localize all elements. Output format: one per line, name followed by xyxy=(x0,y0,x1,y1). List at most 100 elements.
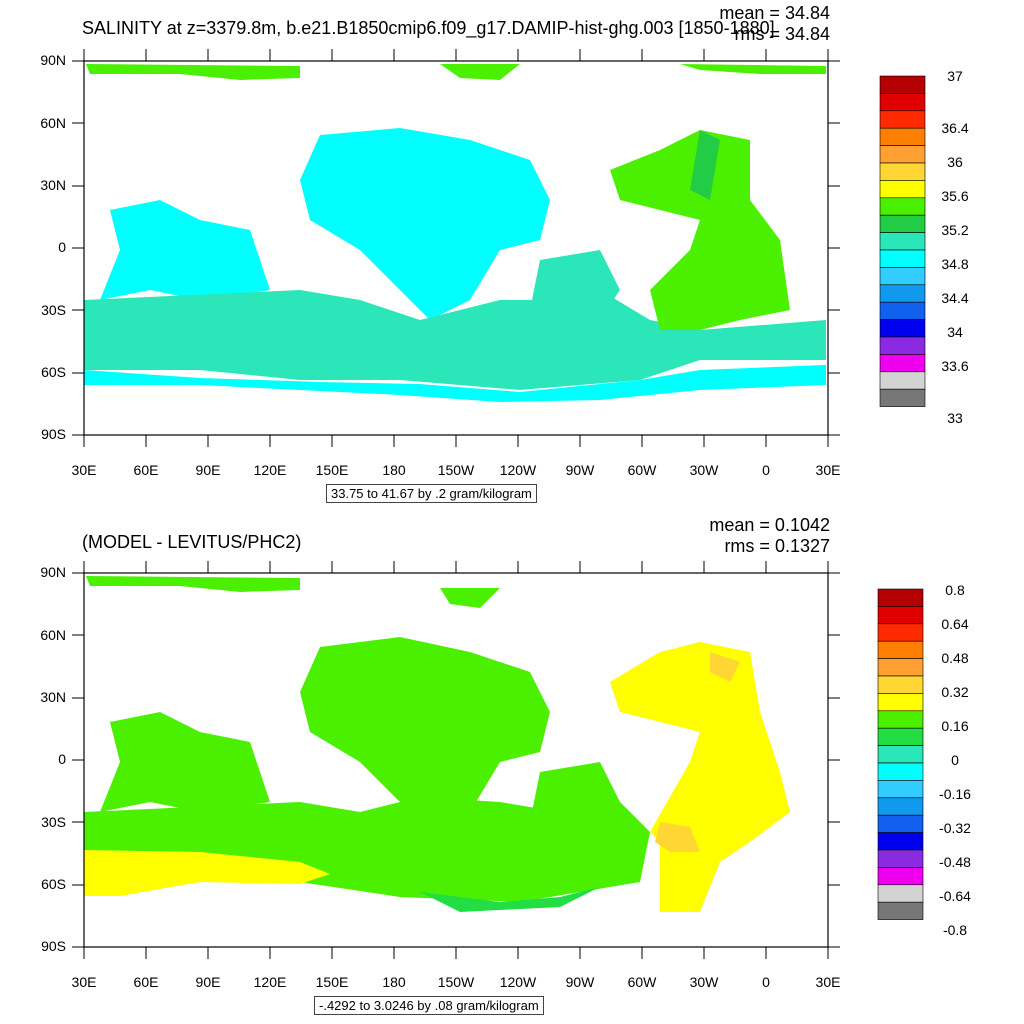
difference-map xyxy=(72,561,924,959)
colorbar-label: 35.2 xyxy=(941,222,969,238)
lat-tick-label: 90S xyxy=(41,938,66,954)
colorbar-swatch xyxy=(877,588,924,607)
colorbar-label: 36.4 xyxy=(941,120,969,136)
lon-tick-label: 60W xyxy=(627,974,657,990)
colorbar-label: 37 xyxy=(947,68,963,84)
salinity-rms: rms = 34.84 xyxy=(734,24,830,44)
lat-tick-label: 30S xyxy=(41,814,66,830)
colorbar-swatch xyxy=(877,623,924,642)
colorbar-swatch xyxy=(879,319,926,338)
contour-info-box: -.4292 to 3.0246 by .08 gram/kilogram xyxy=(314,996,544,1015)
colorbar-swatch xyxy=(877,640,924,659)
colorbar-label: -0.64 xyxy=(939,888,971,904)
colorbar-swatch xyxy=(877,745,924,764)
lon-tick-label: 90E xyxy=(195,462,221,478)
colorbar-swatch xyxy=(879,267,926,286)
lon-tick-label: 150W xyxy=(437,974,475,990)
lat-tick-label: 60S xyxy=(41,876,66,892)
colorbar-swatch xyxy=(879,371,926,390)
lon-tick-label: 30E xyxy=(815,974,841,990)
lon-ticks xyxy=(83,561,829,959)
lon-tick-label: 90E xyxy=(195,974,221,990)
colorbar-swatch xyxy=(879,249,926,268)
lon-tick-label: 180 xyxy=(382,462,406,478)
colorbar-label: -0.48 xyxy=(939,854,971,870)
lon-tick-label: 120W xyxy=(499,974,537,990)
lat-tick-label: 30N xyxy=(40,177,66,193)
lon-tick-label: 0 xyxy=(762,974,770,990)
colorbar-label: -0.8 xyxy=(942,922,968,938)
lon-tick-label: 150E xyxy=(315,462,349,478)
colorbar-label: 0.32 xyxy=(941,684,969,700)
lat-tick-label: 0 xyxy=(58,751,66,767)
lon-tick-label: 30W xyxy=(689,462,719,478)
lat-tick-label: 90N xyxy=(40,564,66,580)
colorbar-swatch xyxy=(879,336,926,355)
lon-tick-label: 180 xyxy=(382,974,406,990)
colorbar-label: 33.6 xyxy=(941,358,969,374)
colorbar-label: 0.48 xyxy=(941,650,969,666)
colorbar-label: 35.6 xyxy=(941,188,969,204)
lat-tick-label: 30S xyxy=(41,302,66,318)
contour-info-box: 33.75 to 41.67 by .2 gram/kilogram xyxy=(326,484,537,503)
salinity-mean: mean = 34.84 xyxy=(719,3,830,23)
colorbar-swatch xyxy=(877,727,924,746)
lat-tick-label: 60N xyxy=(40,115,66,131)
colorbar-swatch xyxy=(879,301,926,320)
difference-title: (MODEL - LEVITUS/PHC2) xyxy=(82,532,302,552)
colorbar-swatch xyxy=(879,110,926,129)
colorbar-swatch xyxy=(879,214,926,233)
lon-tick-label: 60E xyxy=(133,462,159,478)
colorbar-swatch xyxy=(877,814,924,833)
difference-field xyxy=(84,576,790,912)
lon-tick-label: 60E xyxy=(133,974,159,990)
lon-tick-label: 0 xyxy=(762,462,770,478)
colorbar-swatch xyxy=(877,884,924,903)
difference-mean: mean = 0.1042 xyxy=(709,515,830,535)
lat-tick-label: 60S xyxy=(41,364,66,380)
colorbar-swatch xyxy=(877,797,924,816)
lon-tick-label: 30E xyxy=(71,462,97,478)
colorbar-swatch xyxy=(877,606,924,625)
lon-tick-label: 150E xyxy=(315,974,349,990)
lat-tick-label: 90S xyxy=(41,426,66,442)
lon-tick-label: 30E xyxy=(71,974,97,990)
salinity-colorbar xyxy=(879,75,926,407)
lon-tick-label: 90W xyxy=(565,462,595,478)
colorbar-swatch xyxy=(877,832,924,851)
colorbar-swatch xyxy=(879,127,926,146)
colorbar-label: 0.8 xyxy=(945,582,965,598)
colorbar-swatch xyxy=(877,693,924,712)
salinity-field xyxy=(84,64,826,402)
salinity-map xyxy=(72,49,926,447)
colorbar-swatch xyxy=(877,901,924,920)
lat-tick-label: 0 xyxy=(58,239,66,255)
colorbar-swatch xyxy=(877,675,924,694)
lat-tick-label: 30N xyxy=(40,689,66,705)
colorbar-swatch xyxy=(879,388,926,407)
colorbar-label: 36 xyxy=(947,154,963,170)
colorbar-label: -0.32 xyxy=(939,820,971,836)
colorbar-swatch xyxy=(879,145,926,164)
colorbar-swatch xyxy=(879,232,926,251)
lon-tick-label: 60W xyxy=(627,462,657,478)
colorbar-swatch xyxy=(877,849,924,868)
colorbar-swatch xyxy=(877,867,924,886)
lon-tick-label: 120E xyxy=(253,462,287,478)
colorbar-label: 0.64 xyxy=(941,616,969,632)
colorbar-swatch xyxy=(877,762,924,781)
colorbar-label: 34 xyxy=(947,324,963,340)
lon-tick-label: 120E xyxy=(253,974,287,990)
colorbar-swatch xyxy=(877,658,924,677)
salinity-title: SALINITY at z=3379.8m, b.e21.B1850cmip6.… xyxy=(82,18,775,38)
colorbar-swatch xyxy=(879,93,926,112)
colorbar-label: 34.4 xyxy=(941,290,969,306)
lat-tick-label: 90N xyxy=(40,52,66,68)
lon-tick-label: 120W xyxy=(499,462,537,478)
colorbar-label: 34.8 xyxy=(941,256,969,272)
colorbar-swatch xyxy=(877,780,924,799)
difference-panel: (MODEL - LEVITUS/PHC2) mean = 0.1042 rms… xyxy=(0,512,1024,1024)
colorbar-swatch xyxy=(879,162,926,181)
lon-tick-label: 150W xyxy=(437,462,475,478)
lon-ticks xyxy=(83,49,829,447)
